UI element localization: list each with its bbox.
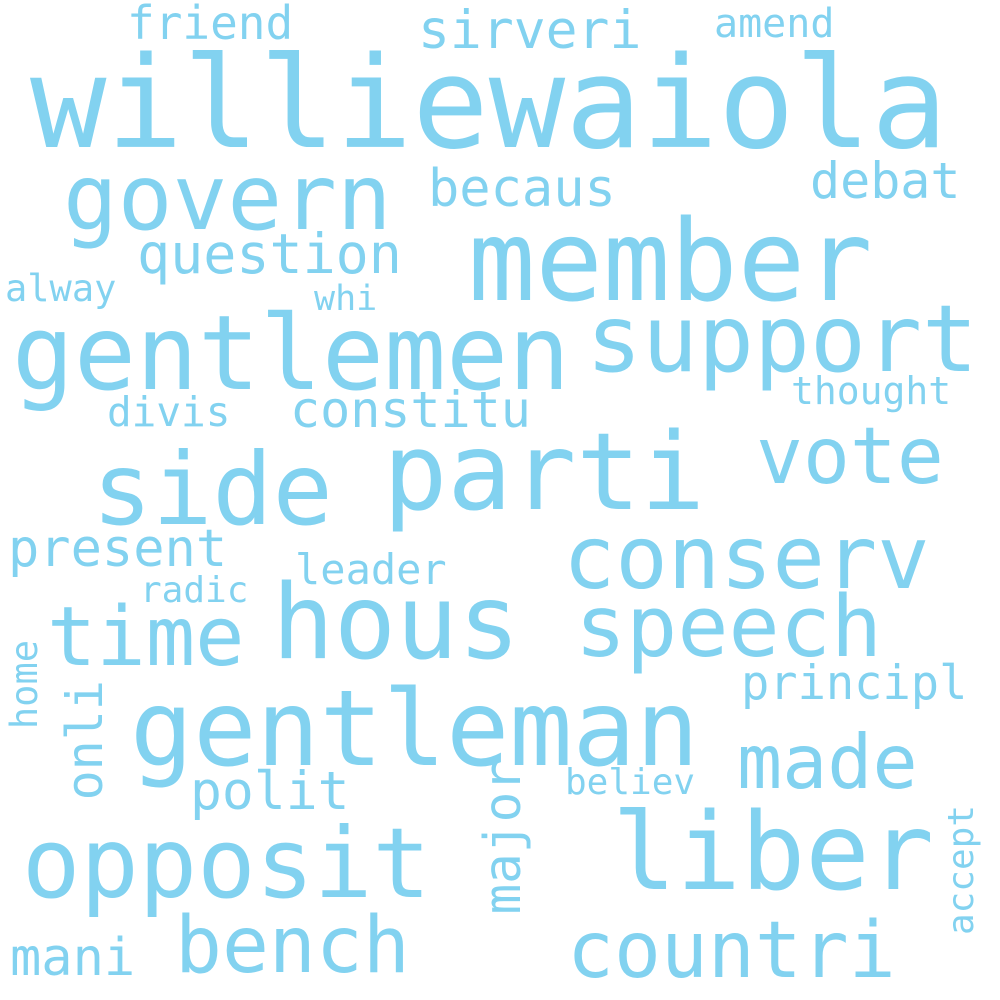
word-alway: alway [5,267,117,310]
word-divis: divis [107,388,231,436]
word-williewaiola: williewaiola [30,29,948,177]
word-question: question [137,222,402,286]
word-hous: hous [272,563,521,683]
word-govern: govern [63,146,392,251]
word-sirveri: sirveri [418,0,642,61]
word-becaus: becaus [428,159,616,219]
word-made: made [737,718,918,806]
word-major: major [474,761,533,915]
word-polit: polit [190,761,350,822]
word-time: time [47,590,245,685]
word-debat: debat [810,152,961,210]
word-leader: leader [295,545,447,594]
word-side: side [92,431,333,548]
word-present: present [8,519,228,579]
word-member: member [468,197,873,327]
word-radic: radic [140,570,249,611]
word-speech: speech [575,578,883,677]
word-whi: whi [314,279,378,319]
word-parti: parti [383,411,706,535]
word-thought: thought [791,369,952,413]
word-amend: amend [714,1,835,47]
word-friend: friend [127,0,294,50]
word-opposit: opposit [22,807,431,920]
word-bench: bench [175,901,410,991]
word-constitu: constitu [290,381,531,439]
word-liber: liber [612,791,935,915]
word-countri: countri [567,906,896,996]
word-gentlemen: gentlemen [12,294,571,414]
word-home: home [3,640,46,730]
word-accept: accept [941,805,982,936]
word-onli: onli [56,680,114,801]
word-principl: principl [741,656,968,711]
word-conserv: conserv [563,507,930,609]
word-mani: mani [10,928,136,988]
word-believ: believ [565,762,696,803]
word-support: support [586,285,978,393]
word-gentleman: gentleman [130,668,699,790]
word-vote: vote [756,412,944,502]
